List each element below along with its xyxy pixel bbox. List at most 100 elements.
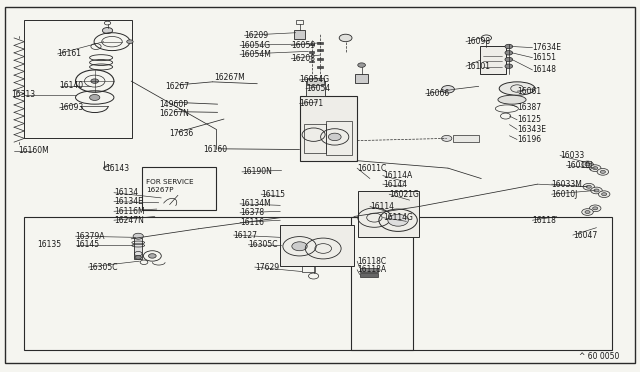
Circle shape — [442, 86, 454, 93]
Text: 17629: 17629 — [255, 263, 279, 272]
Text: FOR SERVICE: FOR SERVICE — [146, 179, 193, 185]
Circle shape — [598, 191, 610, 198]
Bar — [296, 20, 303, 24]
Text: 16115: 16115 — [261, 190, 285, 199]
Bar — [24, 217, 413, 350]
Circle shape — [600, 170, 605, 173]
Bar — [309, 61, 314, 62]
Bar — [317, 42, 323, 44]
Text: 16148: 16148 — [532, 65, 557, 74]
Bar — [302, 266, 315, 272]
Text: 16247N: 16247N — [114, 216, 144, 225]
Circle shape — [505, 57, 513, 62]
Bar — [480, 46, 506, 74]
Text: 16135: 16135 — [37, 240, 61, 249]
Circle shape — [582, 161, 593, 168]
Ellipse shape — [499, 82, 535, 95]
Circle shape — [388, 214, 408, 226]
Text: 16305C: 16305C — [88, 263, 118, 272]
Text: 16127: 16127 — [234, 231, 258, 240]
Circle shape — [127, 40, 133, 44]
Bar — [134, 238, 142, 259]
Text: 16190N: 16190N — [242, 167, 272, 176]
Circle shape — [133, 233, 143, 239]
Bar — [24, 20, 132, 138]
Circle shape — [505, 51, 513, 55]
Circle shape — [102, 28, 113, 33]
Text: 16387: 16387 — [517, 103, 541, 112]
Text: 16134M: 16134M — [240, 199, 271, 208]
Text: 16010J: 16010J — [552, 190, 578, 199]
Text: 16118C: 16118C — [357, 257, 387, 266]
Bar — [306, 81, 325, 96]
Text: 16118: 16118 — [532, 216, 556, 225]
Bar — [280, 225, 354, 266]
Text: 16313: 16313 — [12, 90, 36, 99]
Bar — [358, 191, 419, 237]
Bar — [304, 124, 326, 153]
Circle shape — [589, 205, 601, 212]
Circle shape — [91, 79, 99, 83]
Text: 16010J: 16010J — [566, 161, 593, 170]
Circle shape — [328, 133, 341, 141]
Text: 17636: 17636 — [170, 129, 194, 138]
Text: 16054: 16054 — [306, 84, 330, 93]
Text: 16071: 16071 — [300, 99, 324, 108]
Bar — [351, 217, 612, 350]
Text: 17634E: 17634E — [532, 43, 561, 52]
Text: 16151: 16151 — [532, 53, 557, 62]
Text: 16116: 16116 — [240, 218, 264, 227]
Circle shape — [583, 183, 595, 190]
Text: 16021G: 16021G — [389, 190, 419, 199]
Circle shape — [585, 211, 590, 214]
Bar — [360, 268, 378, 272]
Text: 16114G: 16114G — [383, 213, 413, 222]
Text: 16033: 16033 — [560, 151, 584, 160]
Text: 16134E: 16134E — [114, 197, 143, 206]
Bar — [453, 135, 479, 142]
Circle shape — [593, 207, 598, 210]
Text: 16093: 16093 — [60, 103, 84, 112]
Text: 16378: 16378 — [240, 208, 264, 217]
Text: 16267N: 16267N — [159, 109, 189, 118]
Circle shape — [585, 163, 590, 166]
Ellipse shape — [498, 95, 526, 104]
Text: 16144: 16144 — [383, 180, 407, 189]
Text: 16098: 16098 — [466, 37, 490, 46]
Text: 16305C: 16305C — [248, 240, 278, 249]
Bar — [317, 66, 323, 68]
Bar — [294, 30, 305, 39]
Text: 16208: 16208 — [291, 54, 315, 63]
Circle shape — [586, 185, 591, 188]
Bar — [142, 167, 216, 210]
Text: 16061: 16061 — [517, 87, 541, 96]
Circle shape — [442, 135, 452, 141]
Text: 16101: 16101 — [466, 62, 490, 71]
Circle shape — [594, 189, 599, 192]
Text: 16114: 16114 — [370, 202, 394, 211]
Text: 16118A: 16118A — [357, 265, 387, 274]
Text: 16196: 16196 — [517, 135, 541, 144]
Text: 16114A: 16114A — [383, 171, 412, 180]
Text: 16054G: 16054G — [240, 41, 270, 50]
Circle shape — [602, 193, 607, 196]
Text: 16011C: 16011C — [357, 164, 387, 173]
Text: 16160: 16160 — [204, 145, 228, 154]
Text: 16047: 16047 — [573, 231, 597, 240]
Text: 16267P: 16267P — [146, 187, 173, 193]
Text: 16054M: 16054M — [240, 50, 271, 59]
Text: 14960P: 14960P — [159, 100, 188, 109]
Bar — [360, 273, 378, 277]
Text: 16116M: 16116M — [114, 207, 145, 216]
Text: 16125: 16125 — [517, 115, 541, 124]
Circle shape — [148, 254, 156, 258]
Circle shape — [505, 64, 513, 68]
Circle shape — [90, 94, 100, 100]
Text: 16267: 16267 — [165, 82, 189, 91]
Circle shape — [597, 169, 609, 175]
Text: 16059: 16059 — [291, 41, 316, 50]
Text: ^ 60 0050: ^ 60 0050 — [579, 352, 620, 361]
Bar — [317, 58, 323, 60]
Circle shape — [593, 167, 598, 170]
Text: 16209: 16209 — [244, 31, 269, 40]
